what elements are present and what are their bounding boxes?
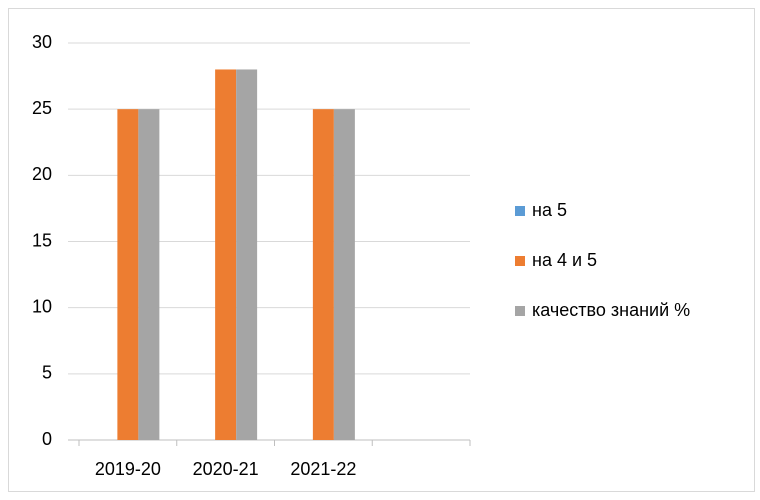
y-tick-label: 0 [42,429,52,449]
bar [333,109,355,441]
bar [215,69,237,440]
bar [312,109,334,441]
legend-label: на 4 и 5 [532,250,597,270]
y-tick-label: 15 [32,230,52,250]
bar [236,69,258,440]
bar [138,109,160,441]
legend-swatch [515,306,525,316]
x-tick-label: 2021-22 [290,459,356,479]
y-tick-label: 5 [42,363,52,383]
y-tick-label: 10 [32,296,52,316]
y-tick-label: 20 [32,164,52,184]
legend-swatch [515,256,525,266]
x-tick-label: 2019-20 [95,459,161,479]
legend-label: качество знаний % [532,300,690,320]
legend-label: на 5 [532,200,567,220]
bar [117,109,139,441]
legend-swatch [515,206,525,216]
x-tick-label: 2020-21 [193,459,259,479]
y-tick-label: 30 [32,32,52,52]
y-tick-label: 25 [32,98,52,118]
